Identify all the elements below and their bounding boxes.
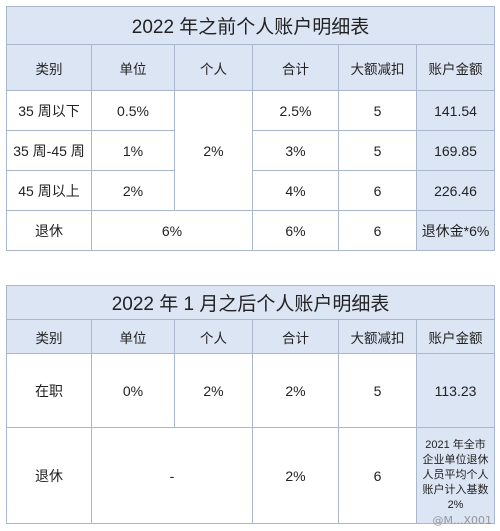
- table-row: 45 周以上 2% 4% 6 226.46: [6, 170, 496, 211]
- row-unit: 0%: [91, 353, 175, 428]
- row-category: 退休: [6, 210, 92, 251]
- row-total: 6%: [252, 210, 339, 251]
- row-deduction: 5: [338, 90, 417, 131]
- header-category: 类别: [6, 319, 92, 354]
- row-total: 4%: [252, 170, 339, 211]
- table-before-2022: 2022 年之前个人账户明细表 类别 单位 个人 合计 大额减扣 账户金额 35…: [5, 6, 496, 251]
- row-deduction: 6: [338, 170, 417, 211]
- header-total: 合计: [252, 319, 339, 354]
- row-amount: 退休金*6%: [415, 210, 496, 251]
- table-row: 35 周以下 0.5% 2% 2.5% 5 141.54: [6, 90, 496, 211]
- header-large-deduction: 大额减扣: [338, 44, 417, 91]
- row-unit: 2%: [91, 170, 175, 211]
- row-category: 35 周-45 周: [6, 130, 92, 171]
- row-amount-note: 2021 年全市企业单位退休人员平均个人账户计入基数 2%: [415, 427, 496, 524]
- watermark: @M...X001: [432, 514, 492, 527]
- header-account-amount: 账户金额: [415, 319, 496, 354]
- table-row-retire: 退休 6% 6% 6 退休金*6%: [6, 210, 496, 251]
- table-after-jan-2022: 2022 年 1 月之后个人账户明细表 类别 单位 个人 合计 大额减扣 账户金…: [5, 285, 496, 524]
- row-deduction: 5: [338, 130, 417, 171]
- table-row-employed: 在职 0% 2% 2% 5 113.23: [6, 353, 496, 428]
- header-personal: 个人: [174, 319, 253, 354]
- header-personal: 个人: [174, 44, 253, 91]
- row-amount: 113.23: [415, 353, 496, 428]
- personal-rate-merged: 2%: [174, 90, 253, 211]
- row-unit-personal-merged: 6%: [91, 210, 253, 251]
- header-account-amount: 账户金额: [415, 44, 496, 91]
- row-total: 2.5%: [252, 90, 339, 131]
- row-total: 3%: [252, 130, 339, 171]
- header-unit: 单位: [91, 44, 175, 91]
- table-title: 2022 年之前个人账户明细表: [5, 6, 496, 45]
- row-deduction: 6: [338, 427, 417, 524]
- row-unit-personal-merged: -: [91, 427, 253, 524]
- row-category: 45 周以上: [6, 170, 92, 211]
- row-total: 2%: [252, 353, 339, 428]
- header-category: 类别: [6, 44, 92, 91]
- header-large-deduction: 大额减扣: [338, 319, 417, 354]
- row-amount: 226.46: [415, 170, 496, 211]
- row-personal: 2%: [174, 353, 253, 428]
- row-amount: 169.85: [415, 130, 496, 171]
- row-total: 2%: [252, 427, 339, 524]
- row-category: 退休: [6, 427, 92, 524]
- table-title: 2022 年 1 月之后个人账户明细表: [5, 285, 496, 320]
- header-unit: 单位: [91, 319, 175, 354]
- table-row: 35 周-45 周 1% 3% 5 169.85: [6, 130, 496, 171]
- table-row-retire: 退休 - 2% 6 2021 年全市企业单位退休人员平均个人账户计入基数 2%: [6, 427, 496, 524]
- row-deduction: 6: [338, 210, 417, 251]
- row-unit: 1%: [91, 130, 175, 171]
- row-category: 在职: [6, 353, 92, 428]
- header-total: 合计: [252, 44, 339, 91]
- row-amount: 141.54: [415, 90, 496, 131]
- row-deduction: 5: [338, 353, 417, 428]
- row-category: 35 周以下: [6, 90, 92, 131]
- row-unit: 0.5%: [91, 90, 175, 131]
